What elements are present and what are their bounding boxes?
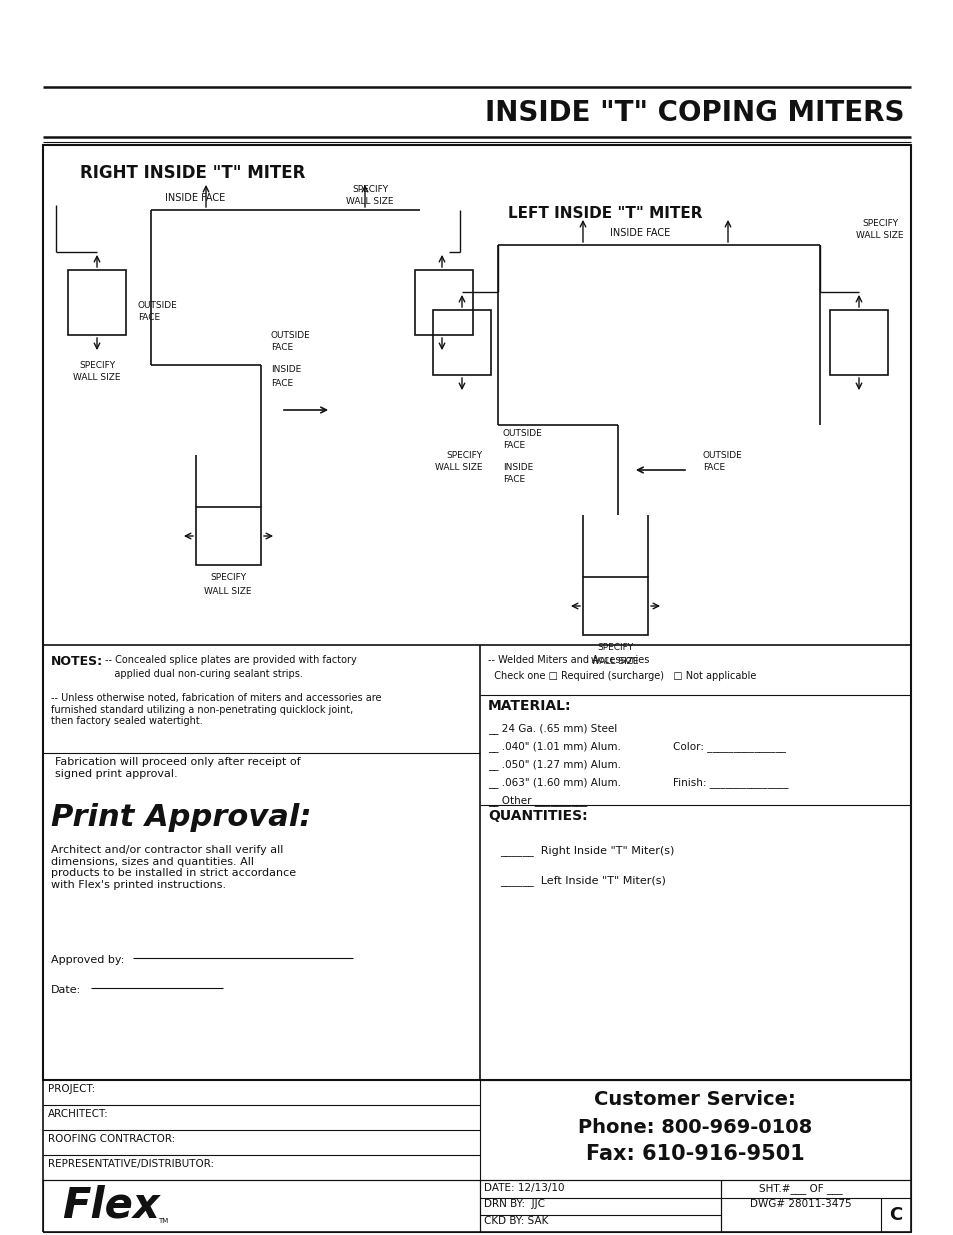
Bar [829,310,887,375]
Text: C: C [888,1207,902,1224]
Text: OUTSIDE: OUTSIDE [702,451,742,459]
Text: SPECIFY: SPECIFY [446,451,482,459]
Text: WALL SIZE: WALL SIZE [856,231,902,241]
Text: __ 24 Ga. (.65 mm) Steel: __ 24 Ga. (.65 mm) Steel [488,722,617,734]
Text: WALL SIZE: WALL SIZE [346,198,394,206]
Text: OUTSIDE: OUTSIDE [271,331,311,340]
Text: Fax: 610-916-9501: Fax: 610-916-9501 [585,1144,803,1165]
Bar [43,1179,479,1233]
Text: FACE: FACE [271,378,293,388]
Bar [195,508,261,564]
Text: Flex: Flex [62,1186,160,1228]
Text: -- Concealed splice plates are provided with factory: -- Concealed splice plates are provided … [105,655,356,664]
Text: DWG# 28011-3475: DWG# 28011-3475 [749,1199,850,1209]
Text: FACE: FACE [502,441,524,451]
Text: applied dual non-curing sealant strips.: applied dual non-curing sealant strips. [105,669,302,679]
Text: ARCHITECT:: ARCHITECT: [48,1109,109,1119]
Text: INSIDE: INSIDE [271,366,301,374]
Text: NOTES:: NOTES: [51,655,103,668]
Text: SPECIFY: SPECIFY [79,361,115,369]
Bar [582,577,647,635]
Text: SPECIFY: SPECIFY [861,219,897,227]
Text: FACE: FACE [271,343,293,352]
Text: LEFT INSIDE "T" MITER: LEFT INSIDE "T" MITER [507,205,701,221]
Text: Customer Service:: Customer Service: [594,1091,795,1109]
Text: CKD BY: SAK: CKD BY: SAK [483,1216,548,1226]
Text: Date:: Date: [51,986,81,995]
Text: SPECIFY: SPECIFY [352,185,388,194]
Text: WALL SIZE: WALL SIZE [591,657,639,666]
Text: OUTSIDE: OUTSIDE [502,429,542,437]
Text: -- Welded Miters and Accessories: -- Welded Miters and Accessories [488,655,649,664]
Text: ______  Right Inside "T" Miter(s): ______ Right Inside "T" Miter(s) [499,845,674,856]
Text: OUTSIDE: OUTSIDE [138,300,177,310]
Text: FACE: FACE [702,463,724,473]
Text: Architect and/or contractor shall verify all
dimensions, sizes and quantities. A: Architect and/or contractor shall verify… [51,845,295,889]
Text: -- Unless otherwise noted, fabrication of miters and accessories are
furnished s: -- Unless otherwise noted, fabrication o… [51,693,381,726]
Text: REPRESENTATIVE/DISTRIBUTOR:: REPRESENTATIVE/DISTRIBUTOR: [48,1158,213,1170]
Text: __ Other __________: __ Other __________ [488,795,587,806]
Bar [68,270,126,335]
Text: Check one □ Required (surcharge)   □ Not applicable: Check one □ Required (surcharge) □ Not a… [488,671,756,680]
Bar [479,1079,910,1179]
Text: WALL SIZE: WALL SIZE [435,463,482,473]
Text: ROOFING CONTRACTOR:: ROOFING CONTRACTOR: [48,1134,175,1144]
Text: SPECIFY: SPECIFY [597,643,633,652]
Text: FACE: FACE [138,314,160,322]
Bar [479,1179,720,1233]
Text: WALL SIZE: WALL SIZE [204,587,252,595]
Text: Color: _______________: Color: _______________ [672,741,785,752]
Text: INSIDE "T" COPING MITERS: INSIDE "T" COPING MITERS [485,99,904,127]
Text: DRN BY:  JJC: DRN BY: JJC [483,1199,544,1209]
Text: ______  Left Inside "T" Miter(s): ______ Left Inside "T" Miter(s) [499,876,665,885]
Text: Print Approval:: Print Approval: [51,803,312,832]
Text: INSIDE FACE: INSIDE FACE [609,228,669,238]
Text: Finish: _______________: Finish: _______________ [672,777,788,788]
Bar [720,1179,910,1233]
Text: MATERIAL:: MATERIAL: [488,699,571,713]
Text: RIGHT INSIDE "T" MITER: RIGHT INSIDE "T" MITER [80,164,305,182]
Text: __ .040" (1.01 mm) Alum.: __ .040" (1.01 mm) Alum. [488,741,620,752]
Text: __ .063" (1.60 mm) Alum.: __ .063" (1.60 mm) Alum. [488,777,620,788]
Text: FACE: FACE [502,475,524,484]
Text: WALL SIZE: WALL SIZE [73,373,121,383]
Text: Approved by:: Approved by: [51,955,124,965]
Text: Phone: 800-969-0108: Phone: 800-969-0108 [578,1118,811,1137]
Bar [433,310,491,375]
Text: INSIDE: INSIDE [502,462,533,472]
Text: Fabrication will proceed only after receipt of
signed print approval.: Fabrication will proceed only after rece… [55,757,300,778]
Bar [415,270,473,335]
Text: SHT.#___ OF ___: SHT.#___ OF ___ [758,1183,841,1194]
Bar [43,144,910,1079]
Text: QUANTITIES:: QUANTITIES: [488,809,587,823]
Text: TM: TM [158,1218,168,1224]
Text: __ .050" (1.27 mm) Alum.: __ .050" (1.27 mm) Alum. [488,760,620,769]
Text: INSIDE FACE: INSIDE FACE [165,193,225,203]
Text: DATE: 12/13/10: DATE: 12/13/10 [483,1183,564,1193]
Text: SPECIFY: SPECIFY [210,573,246,583]
Text: PROJECT:: PROJECT: [48,1084,95,1094]
